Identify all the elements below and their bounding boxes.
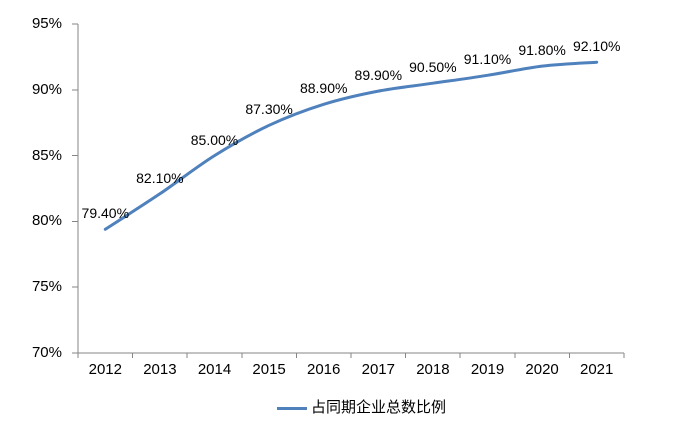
- legend-line-marker: [277, 407, 307, 410]
- data-label: 87.30%: [245, 101, 293, 118]
- data-label: 82.10%: [136, 169, 184, 186]
- data-label: 89.90%: [354, 67, 403, 84]
- y-axis-tick-label: 75%: [31, 278, 62, 296]
- y-axis-tick-label: 90%: [31, 80, 62, 98]
- data-label: 79.40%: [81, 205, 130, 222]
- x-axis-tick-label: 2019: [470, 361, 505, 378]
- legend-label: 占同期企业总数比例: [311, 399, 447, 416]
- data-label: 92.10%: [572, 38, 621, 55]
- x-axis-tick-label: 2012: [88, 361, 122, 378]
- y-axis-tick-label: 95%: [31, 15, 62, 32]
- x-axis-tick-label: 2015: [252, 361, 286, 378]
- data-label: 91.80%: [518, 42, 566, 59]
- x-axis-tick-label: 2013: [143, 361, 177, 378]
- x-axis-tick-label: 2018: [416, 361, 450, 378]
- legend: 占同期企业总数比例: [277, 400, 446, 416]
- y-axis-tick-label: 80%: [31, 212, 62, 230]
- x-axis-tick-label: 2016: [307, 361, 341, 378]
- series-line: [103, 60, 599, 231]
- x-axis-tick-label: 2017: [361, 361, 395, 378]
- x-axis-tick-label: 2020: [525, 361, 559, 378]
- y-axis-tick-label: 85%: [31, 146, 62, 164]
- data-label: 90.50%: [409, 59, 457, 76]
- x-axis-tick-label: 2014: [197, 361, 232, 378]
- data-label: 91.10%: [463, 51, 512, 68]
- data-label: 85.00%: [190, 131, 239, 148]
- data-label: 88.90%: [299, 80, 348, 97]
- x-axis-tick-label: 2021: [580, 361, 614, 378]
- y-axis-tick-label: 70%: [31, 344, 62, 361]
